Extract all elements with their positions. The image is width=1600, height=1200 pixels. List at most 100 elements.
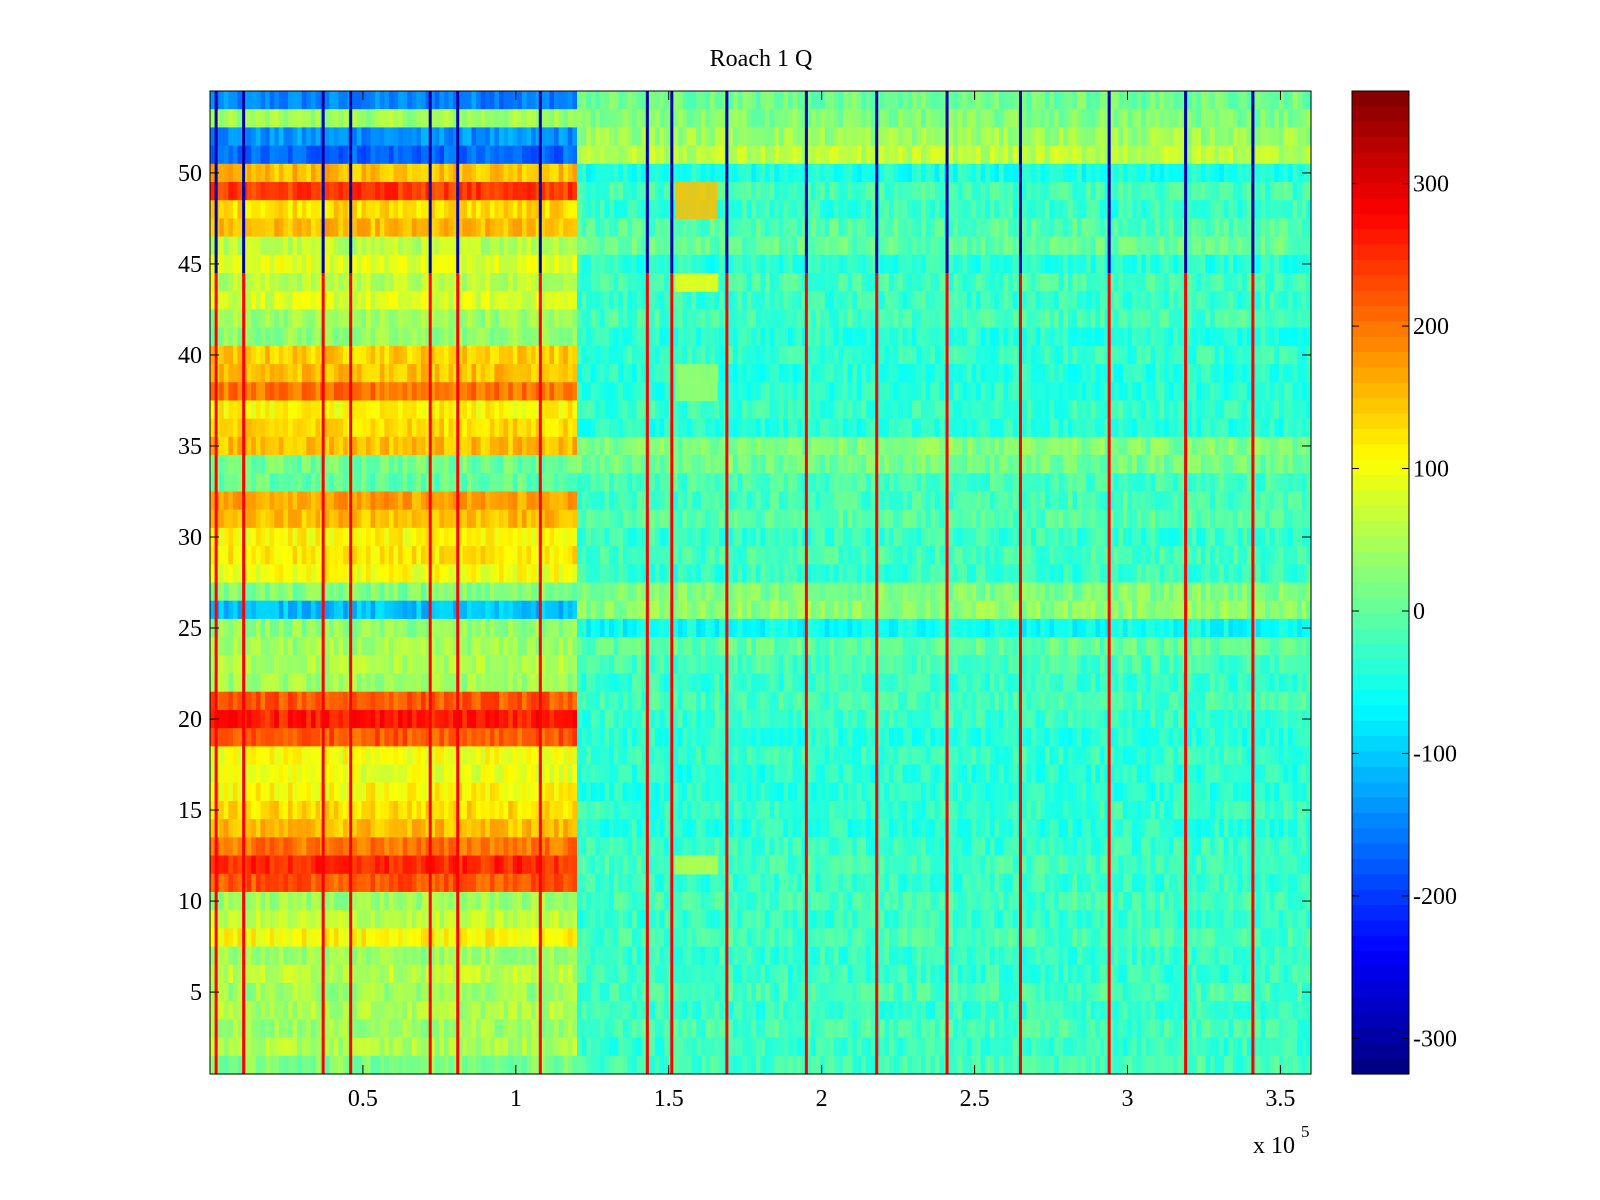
heatmap-cell-late bbox=[604, 91, 610, 110]
heatmap-cell-early bbox=[343, 800, 349, 820]
heatmap-cell-early bbox=[274, 1019, 280, 1039]
heatmap-cell-early bbox=[521, 928, 528, 948]
heatmap-cell-early bbox=[480, 509, 486, 529]
heatmap-cell-early bbox=[508, 691, 514, 711]
heatmap-cell-early bbox=[480, 982, 486, 1002]
heatmap-cell-late bbox=[1228, 109, 1234, 128]
heatmap-cell-early bbox=[352, 546, 358, 565]
heatmap-cell-early bbox=[324, 455, 330, 474]
heatmap-cell-late bbox=[948, 127, 954, 147]
heatmap-cell-early bbox=[499, 364, 505, 383]
heatmap-cell-early bbox=[526, 491, 532, 511]
heatmap-cell-early bbox=[379, 309, 385, 329]
heatmap-cell-late bbox=[838, 127, 844, 147]
heatmap-cell-early bbox=[306, 436, 312, 456]
heatmap-cell-early bbox=[540, 600, 546, 620]
heatmap-cell-early bbox=[361, 491, 367, 511]
heatmap-cell-early bbox=[260, 546, 266, 565]
heatmap-cell-early bbox=[278, 1055, 284, 1075]
heatmap-cell-early bbox=[503, 546, 509, 565]
heatmap-cell-early bbox=[246, 982, 252, 1002]
heatmap-cell-early bbox=[361, 873, 367, 893]
heatmap-cell-early bbox=[535, 655, 541, 675]
heatmap-cell-early bbox=[297, 546, 303, 565]
heatmap-cell-early bbox=[274, 709, 280, 729]
heatmap-cell-early bbox=[549, 127, 555, 147]
heatmap-cell-early bbox=[343, 1037, 349, 1057]
heatmap-cell-early bbox=[549, 564, 555, 584]
heatmap-cell-early bbox=[274, 91, 280, 110]
heatmap-cell-early bbox=[237, 473, 243, 493]
heatmap-cell-early bbox=[416, 309, 422, 329]
heatmap-cell-early bbox=[526, 873, 532, 893]
heatmap-cell-early bbox=[278, 600, 284, 620]
heatmap-cell-early bbox=[352, 491, 358, 511]
heatmap-cell-early bbox=[521, 728, 528, 747]
heatmap-cell-early bbox=[306, 982, 312, 1002]
heatmap-cell-early bbox=[489, 91, 496, 110]
heatmap-cell-early bbox=[255, 855, 262, 875]
heatmap-cell-early bbox=[370, 1001, 376, 1020]
heatmap-cell-early bbox=[265, 655, 271, 675]
heatmap-cell-early bbox=[237, 982, 243, 1002]
heatmap-cell-early bbox=[352, 309, 358, 329]
heatmap-cell-early bbox=[333, 673, 340, 693]
heatmap-cell-early bbox=[310, 236, 317, 256]
heatmap-cell-early bbox=[480, 618, 486, 638]
heatmap-cell-early bbox=[544, 236, 551, 256]
heatmap-cell-early bbox=[283, 309, 289, 329]
heatmap-cell-early bbox=[544, 546, 551, 565]
heatmap-cell-early bbox=[526, 163, 532, 183]
heatmap-cell-late bbox=[586, 91, 592, 110]
heatmap-cell-early bbox=[563, 964, 569, 984]
heatmap-cell-early bbox=[278, 200, 284, 220]
heatmap-cell-late bbox=[1177, 127, 1184, 147]
heatmap-cell-early bbox=[292, 473, 298, 493]
heatmap-cell-early bbox=[379, 855, 385, 875]
heatmap-cell-early bbox=[512, 527, 518, 547]
heatmap-cell-early bbox=[223, 291, 229, 311]
heatmap-cell-early bbox=[301, 1037, 307, 1057]
heatmap-cell-early bbox=[287, 236, 294, 256]
heatmap-cell-early bbox=[453, 527, 459, 547]
heatmap-cell-early bbox=[370, 436, 376, 456]
heatmap-cell-early bbox=[356, 764, 362, 784]
heatmap-cell-early bbox=[512, 946, 518, 966]
heatmap-cell-early bbox=[246, 655, 252, 675]
heatmap-cell-early bbox=[246, 800, 252, 820]
heatmap-cell-early bbox=[462, 582, 468, 602]
heatmap-cell-late bbox=[962, 145, 968, 165]
heatmap-cell-early bbox=[251, 709, 257, 729]
heatmap-cell-early bbox=[260, 473, 266, 493]
heatmap-cell-early bbox=[283, 273, 289, 292]
heatmap-cell-late bbox=[1150, 91, 1156, 110]
heatmap-cell-early bbox=[356, 600, 362, 620]
heatmap-cell-early bbox=[443, 527, 450, 547]
heatmap-cell-early bbox=[384, 673, 390, 693]
heatmap-cell-early bbox=[324, 109, 330, 128]
heatmap-cell-late bbox=[879, 127, 885, 147]
heatmap-cell-early bbox=[503, 928, 509, 948]
heatmap-cell-late bbox=[691, 127, 697, 147]
heatmap-cell-early bbox=[567, 564, 574, 584]
heatmap-cell-early bbox=[255, 709, 262, 729]
heatmap-cell-late bbox=[1132, 109, 1138, 128]
heatmap-cell-early bbox=[485, 291, 491, 311]
heatmap-cell-early bbox=[352, 509, 358, 529]
heatmap-cell-early bbox=[283, 600, 289, 620]
heatmap-cell-early bbox=[517, 509, 523, 529]
heatmap-cell-early bbox=[407, 364, 413, 383]
heatmap-cell-late bbox=[1228, 127, 1234, 147]
heatmap-cell-early bbox=[476, 582, 482, 602]
heatmap-cell-early bbox=[462, 600, 468, 620]
heatmap-cell-early bbox=[407, 127, 413, 147]
heatmap-cell-early bbox=[411, 291, 418, 311]
heatmap-cell-early bbox=[251, 800, 257, 820]
heatmap-cell-early bbox=[480, 218, 486, 238]
heatmap-cell-late bbox=[609, 127, 615, 147]
heatmap-cell-early bbox=[494, 746, 500, 766]
heatmap-cell-late bbox=[1109, 127, 1115, 147]
heatmap-cell-early bbox=[388, 327, 395, 347]
heatmap-cell-early bbox=[269, 345, 275, 365]
heatmap-cell-early bbox=[549, 928, 555, 948]
